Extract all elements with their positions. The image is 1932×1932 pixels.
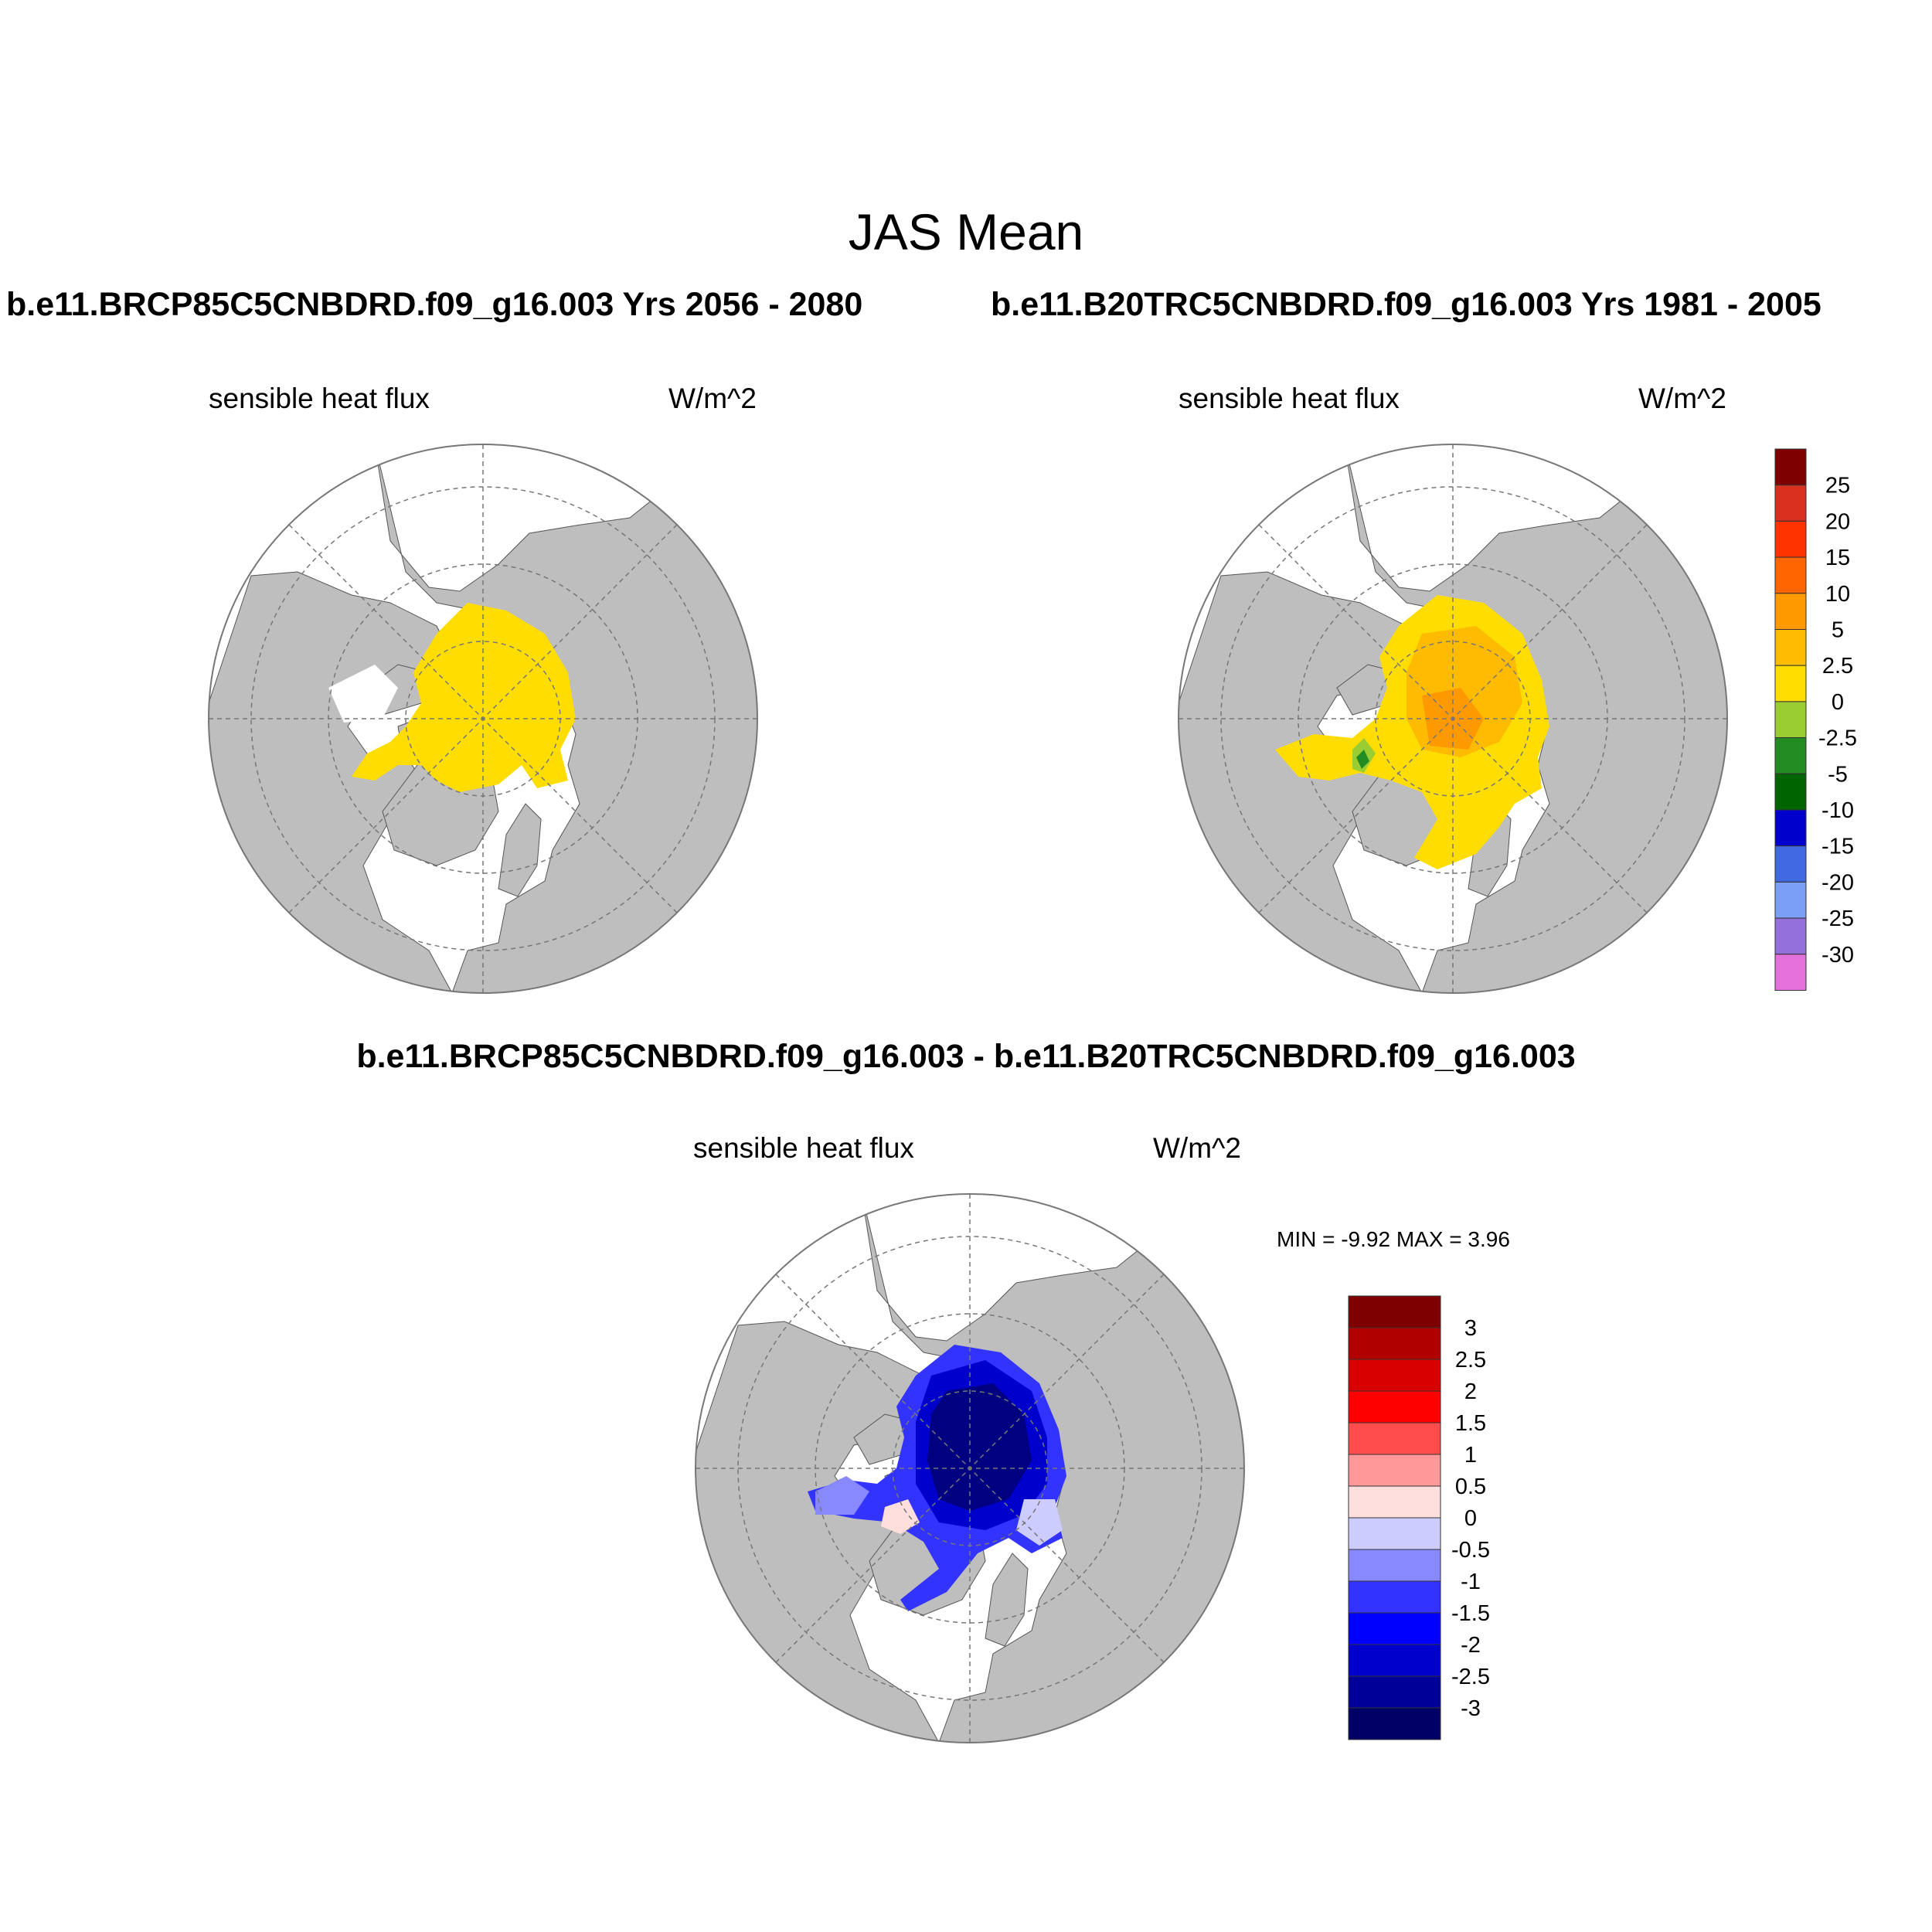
panel-title-future: b.e11.BRCP85C5CNBDRD.f09_g16.003 Yrs 205… xyxy=(6,286,863,323)
colorbar-main-swatch xyxy=(1774,629,1807,666)
colorbar-difference: 3 2.5 2 1.5 1 0.5 0 -0.5 -1 -1.5 -2 -2.5 -3 xyxy=(1348,1295,1490,1740)
colorbar-diff-swatch xyxy=(1348,1644,1441,1677)
colorbar-diff-swatch xyxy=(1348,1295,1441,1328)
colorbar-main-label: 5 xyxy=(1832,618,1844,643)
colorbar-main-swatch xyxy=(1774,556,1807,594)
colorbar-main-label: -25 xyxy=(1821,906,1854,931)
colorbar-main-swatch xyxy=(1774,665,1807,702)
colorbar-main-label: -15 xyxy=(1821,835,1854,859)
colorbar-main-label: 0 xyxy=(1832,690,1844,715)
units-label-difference: W/m^2 xyxy=(1153,1132,1241,1164)
colorbar-diff-label: -1.5 xyxy=(1451,1601,1490,1626)
units-label-future: W/m^2 xyxy=(668,383,757,414)
colorbar-diff-label: 0.5 xyxy=(1455,1475,1486,1499)
colorbar-main-label: -5 xyxy=(1828,762,1848,787)
colorbar-diff-label: -2.5 xyxy=(1451,1665,1490,1689)
gridlines-future xyxy=(209,444,757,993)
colorbar-diff-label: -0.5 xyxy=(1451,1538,1490,1563)
colorbar-diff-label: 2.5 xyxy=(1455,1348,1486,1372)
colorbar-diff-swatch xyxy=(1348,1612,1441,1645)
colorbar-diff-swatch xyxy=(1348,1675,1441,1709)
colorbar-main-swatch xyxy=(1774,485,1807,522)
colorbar-main-swatch xyxy=(1774,917,1807,955)
colorbar-main-swatch xyxy=(1774,845,1807,883)
colorbar-main-swatch xyxy=(1774,881,1807,919)
colorbar-diff-swatch xyxy=(1348,1422,1441,1455)
variable-label-future: sensible heat flux xyxy=(209,383,430,414)
colorbar-main-label: -10 xyxy=(1821,798,1854,823)
colorbar-main-label: 15 xyxy=(1825,546,1850,570)
map-difference xyxy=(695,1193,1245,1743)
map-historical xyxy=(1178,444,1728,994)
colorbar-main-swatch xyxy=(1774,448,1807,486)
colorbar-main-swatch xyxy=(1774,593,1807,630)
colorbar-diff-swatch xyxy=(1348,1580,1441,1614)
variable-label-historical: sensible heat flux xyxy=(1179,383,1400,414)
colorbar-main-label: -2.5 xyxy=(1818,726,1857,751)
colorbar-main-swatch xyxy=(1774,773,1807,811)
gridlines-historical xyxy=(1179,444,1727,993)
colorbar-diff-swatch xyxy=(1348,1707,1441,1740)
units-label-historical: W/m^2 xyxy=(1638,383,1726,414)
colorbar-main-swatch xyxy=(1774,701,1807,739)
colorbar-diff-swatch xyxy=(1348,1454,1441,1487)
colorbar-main-swatch xyxy=(1774,809,1807,847)
colorbar-diff-label: 2 xyxy=(1464,1379,1477,1404)
colorbar-diff-label: 1.5 xyxy=(1455,1411,1486,1436)
colorbar-main-label: -20 xyxy=(1821,870,1854,895)
colorbar-diff-swatch xyxy=(1348,1517,1441,1550)
panel-title-difference: b.e11.BRCP85C5CNBDRD.f09_g16.003 - b.e11… xyxy=(356,1038,1576,1075)
colorbar-diff-label: 1 xyxy=(1464,1443,1477,1468)
map-future xyxy=(208,444,758,994)
min-max-label: MIN = -9.92 MAX = 3.96 xyxy=(1277,1227,1510,1251)
colorbar-diff-swatch xyxy=(1348,1549,1441,1582)
gridlines-difference xyxy=(696,1194,1244,1743)
colorbar-main-label: -30 xyxy=(1821,943,1854,968)
colorbar-main: 25 20 15 10 5 2.5 0 -2.5 -5 -10 -15 -20 -25 -30 xyxy=(1774,448,1857,992)
colorbar-main-label: 2.5 xyxy=(1822,654,1853,679)
colorbar-diff-swatch xyxy=(1348,1359,1441,1392)
panel-title-historical: b.e11.B20TRC5CNBDRD.f09_g16.003 Yrs 1981… xyxy=(991,286,1821,323)
colorbar-diff-label: 0 xyxy=(1464,1506,1477,1531)
colorbar-diff-swatch xyxy=(1348,1485,1441,1519)
colorbar-main-swatch xyxy=(1774,520,1807,558)
colorbar-diff-label: -1 xyxy=(1461,1570,1481,1594)
variable-label-difference: sensible heat flux xyxy=(693,1132,914,1164)
colorbar-main-swatch xyxy=(1774,954,1807,992)
colorbar-main-swatch xyxy=(1774,737,1807,774)
colorbar-diff-label: -2 xyxy=(1461,1633,1481,1658)
colorbar-main-label: 10 xyxy=(1825,582,1850,607)
colorbar-main-label: 20 xyxy=(1825,509,1850,534)
colorbar-diff-label: 3 xyxy=(1464,1316,1477,1341)
colorbar-diff-swatch xyxy=(1348,1327,1441,1360)
colorbar-main-label: 25 xyxy=(1825,474,1850,498)
figure-title: JAS Mean xyxy=(848,203,1084,260)
colorbar-diff-swatch xyxy=(1348,1390,1441,1423)
colorbar-diff-label: -3 xyxy=(1461,1696,1481,1721)
